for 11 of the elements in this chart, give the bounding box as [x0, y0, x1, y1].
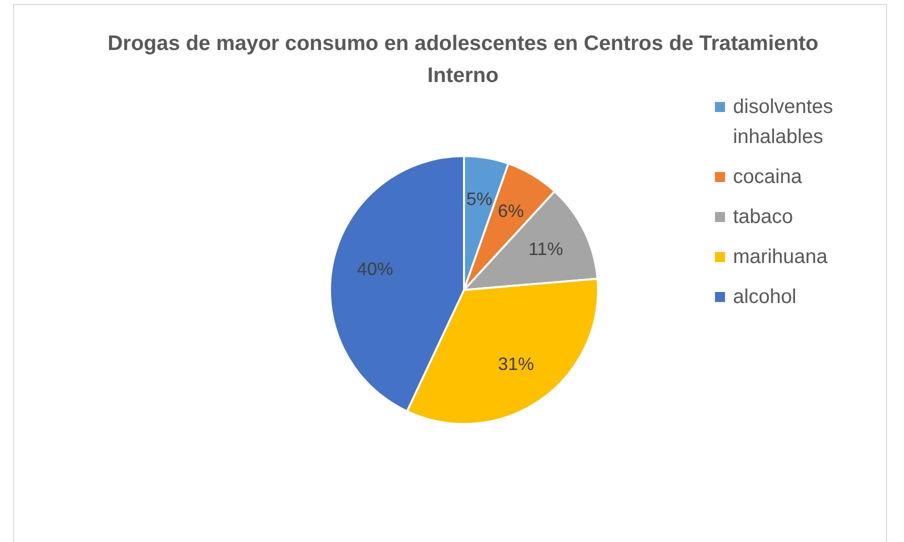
data-label: 6% [498, 200, 524, 221]
legend-label: alcohol [733, 285, 796, 310]
data-label: 5% [466, 189, 492, 210]
data-label: 11% [528, 238, 564, 259]
legend-label: cocaina [733, 165, 802, 190]
data-label: 40% [357, 259, 394, 280]
data-label: 31% [498, 354, 534, 374]
legend-label: tabaco [733, 205, 794, 230]
legend-label: disolventes inhalables [733, 95, 834, 150]
chart-title: Drogas de mayor consumo en adolescentes en Centros de Tratamiento Interno [106, 31, 820, 89]
legend-label: marihuana [733, 245, 828, 270]
